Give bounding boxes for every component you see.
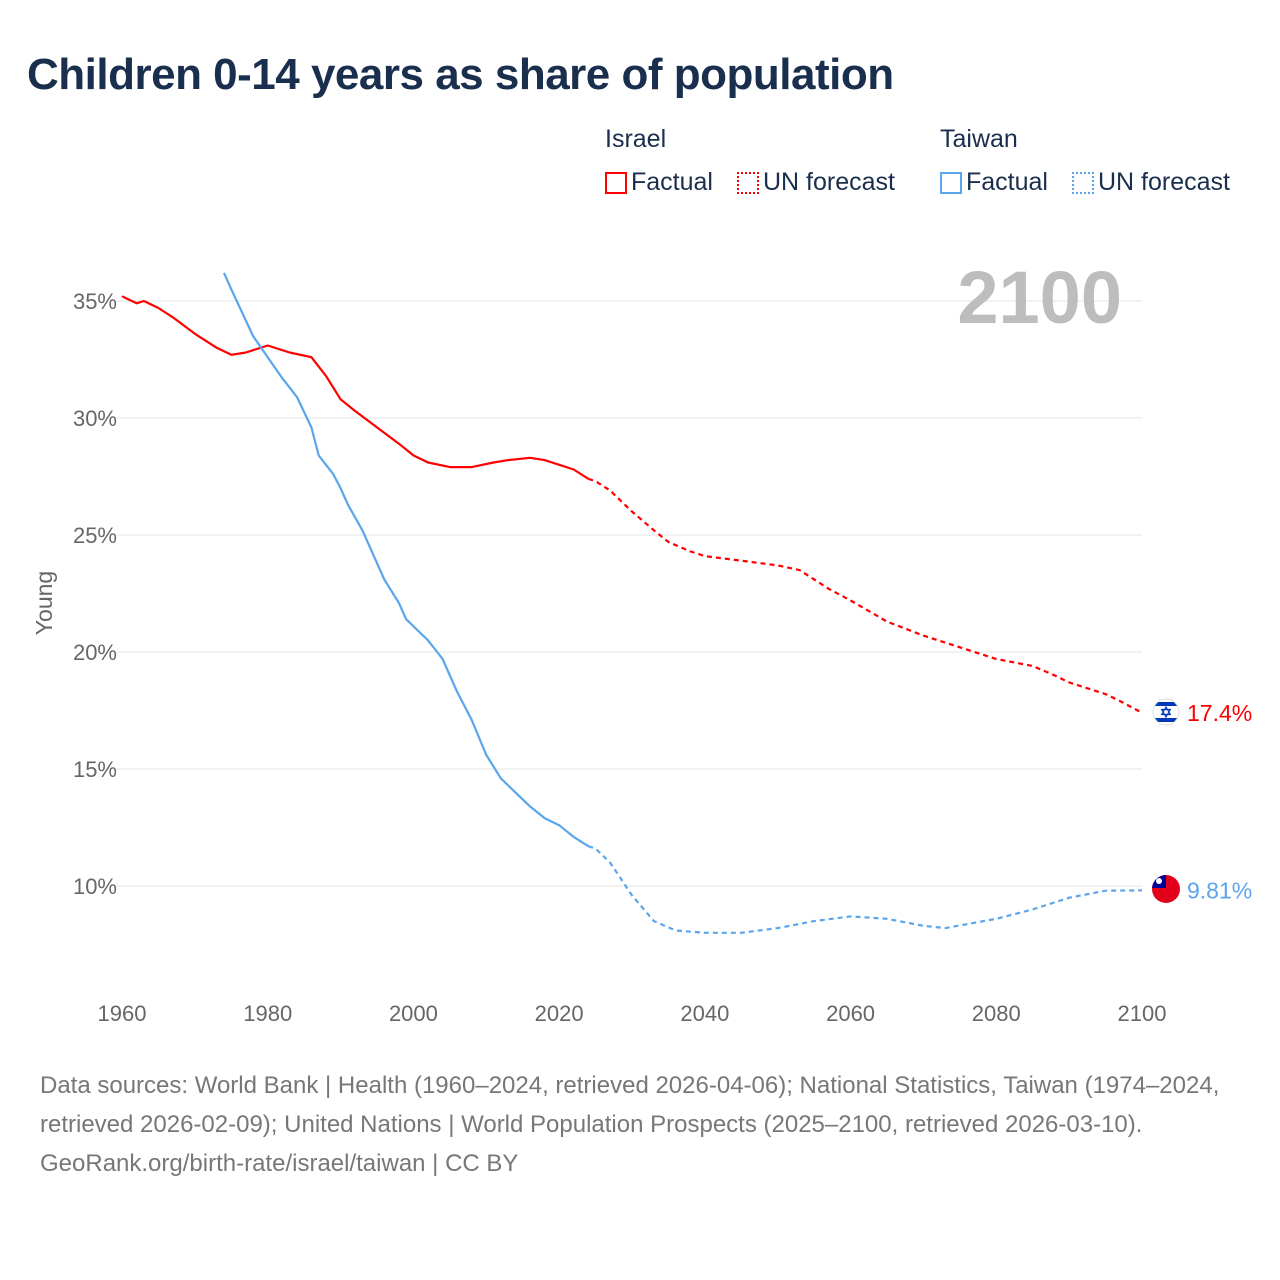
y-tick-label: 10% bbox=[73, 874, 117, 899]
x-tick-label: 2040 bbox=[680, 1001, 729, 1026]
legend-country-name: Taiwan bbox=[940, 125, 1018, 153]
y-tick-label: 30% bbox=[73, 406, 117, 431]
legend-label: UN forecast bbox=[762, 168, 895, 196]
y-tick-label: 35% bbox=[73, 289, 117, 314]
x-tick-label: 2020 bbox=[535, 1001, 584, 1026]
taiwan-end-value-label: 9.81% bbox=[1187, 877, 1252, 903]
legend-label: Factual bbox=[631, 168, 713, 196]
legend-item-israel-forecast[interactable]: UN forecast bbox=[736, 168, 895, 197]
legend-taiwan: Taiwan Factual UN forecast bbox=[940, 125, 1230, 197]
footer: Data sources: World Bank | Health (1960–… bbox=[40, 1066, 1250, 1183]
x-tick-label: 2060 bbox=[826, 1001, 875, 1026]
legend-israel: Israel Factual UN forecast bbox=[605, 125, 913, 197]
solid-swatch-icon bbox=[940, 171, 962, 194]
taiwan-forecast-line bbox=[587, 845, 1143, 934]
legend-label: Factual bbox=[966, 168, 1048, 196]
israel-end-value-label: 17.4% bbox=[1187, 700, 1252, 726]
legend-label: UN forecast bbox=[1097, 168, 1230, 196]
x-tick-label: 2000 bbox=[389, 1001, 438, 1026]
year-overlay: 2100 bbox=[957, 256, 1122, 339]
x-tick-label: 1980 bbox=[243, 1001, 292, 1026]
y-tick-label: 20% bbox=[73, 640, 117, 665]
legend-item-israel-factual[interactable]: Factual bbox=[605, 168, 713, 197]
dotted-swatch-icon bbox=[736, 171, 759, 194]
legend-country-name: Israel bbox=[605, 125, 667, 153]
x-tick-label: 2080 bbox=[972, 1001, 1021, 1026]
israel-factual-line bbox=[121, 295, 589, 480]
israel-flag-icon bbox=[1152, 698, 1180, 726]
x-tick-label: 1960 bbox=[98, 1001, 147, 1026]
data-sources: Data sources: World Bank | Health (1960–… bbox=[40, 1072, 1220, 1138]
y-tick-label: 15% bbox=[73, 757, 117, 782]
legend-item-taiwan-forecast[interactable]: UN forecast bbox=[1071, 168, 1230, 197]
israel-forecast-line bbox=[587, 477, 1143, 714]
dotted-swatch-icon bbox=[1071, 171, 1094, 194]
credit-link[interactable]: GeoRank.org/birth-rate/israel/taiwan | C… bbox=[40, 1150, 519, 1177]
chart-title: Children 0-14 years as share of populati… bbox=[27, 50, 894, 99]
y-axis-label: Young bbox=[31, 571, 57, 635]
x-tick-label: 2100 bbox=[1118, 1001, 1167, 1026]
line-chart: 10% 15% 20% 25% 30% 35% 1960 1980 2000 2020 2040 20… bbox=[31, 256, 1252, 1026]
y-tick-label: 25% bbox=[73, 523, 117, 548]
solid-swatch-icon bbox=[605, 171, 627, 194]
taiwan-factual-line bbox=[222, 272, 589, 848]
legend-item-taiwan-factual[interactable]: Factual bbox=[940, 168, 1048, 197]
taiwan-flag-icon bbox=[1152, 875, 1180, 903]
